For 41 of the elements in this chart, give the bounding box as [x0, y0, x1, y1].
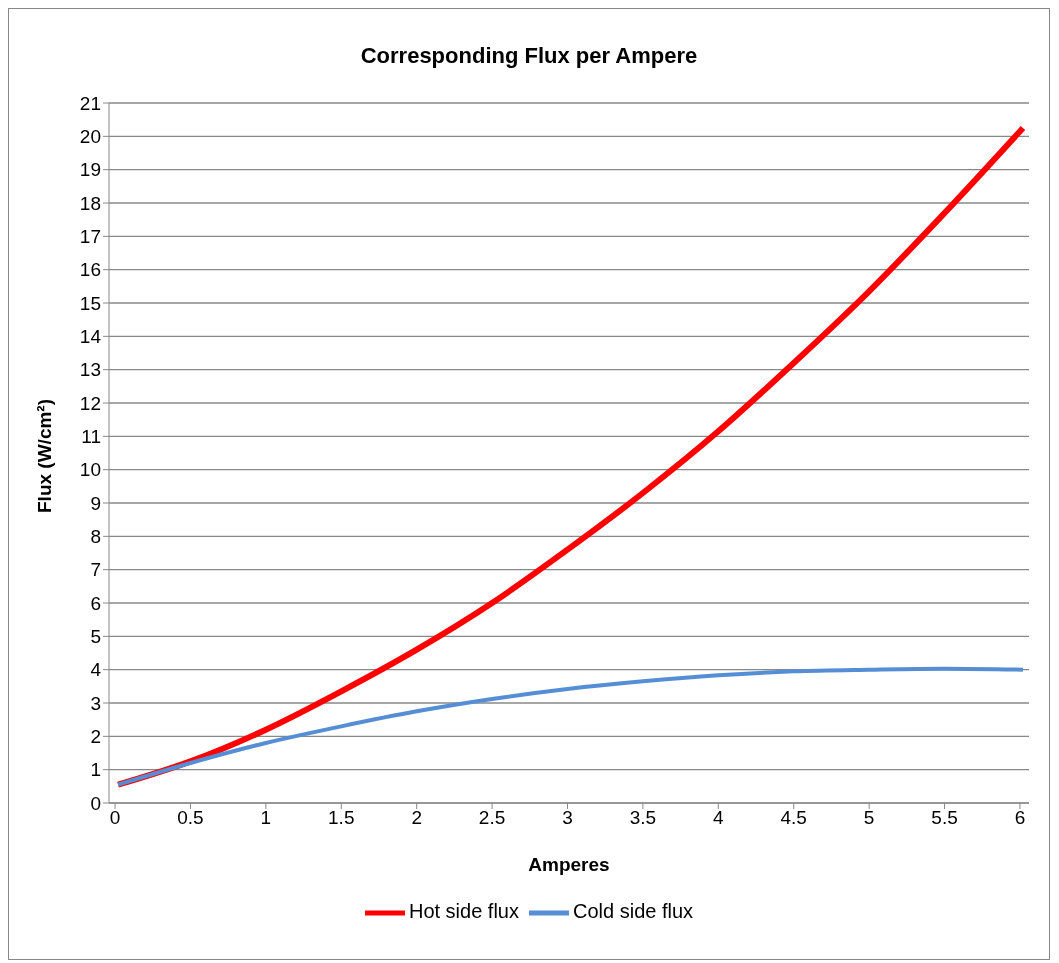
y-tick-label: 5 [90, 626, 101, 648]
y-tick-label: 21 [79, 92, 101, 114]
y-tick-label: 11 [81, 426, 101, 448]
y-tick-label: 4 [90, 659, 102, 681]
x-tick-label: 4 [713, 807, 725, 829]
x-axis-title: Amperes [528, 854, 610, 875]
y-tick-label: 10 [79, 459, 101, 481]
x-tick-label: 1 [260, 807, 272, 829]
legend-label: Cold side flux [573, 900, 694, 923]
y-tick-label: 0 [90, 792, 101, 814]
y-tick-label: 20 [79, 126, 101, 148]
y-axis-title: Flux (W/cm²) [33, 399, 55, 513]
y-tick-label: 16 [79, 259, 101, 281]
y-tick-label: 14 [79, 326, 102, 348]
y-tick-label: 18 [79, 192, 101, 214]
x-tick-label: 2 [411, 807, 422, 829]
chart-title: Corresponding Flux per Ampere [359, 42, 699, 70]
y-tick-label: 2 [90, 726, 101, 748]
y-tick-label: 13 [79, 359, 101, 381]
x-tick-label: 4.5 [780, 807, 807, 829]
y-tick-label: 3 [90, 692, 101, 714]
y-tick-label: 7 [90, 559, 101, 581]
x-tick-label: 6 [1014, 807, 1026, 829]
y-tick-label: 15 [79, 292, 101, 314]
y-tick-label: 17 [79, 226, 101, 248]
x-tick-label: 5 [863, 807, 875, 829]
x-tick-label: 2.5 [478, 807, 506, 829]
y-tick-label: 19 [79, 159, 101, 181]
x-tick-label: 5.5 [931, 807, 958, 829]
y-tick-label: 1 [90, 759, 101, 781]
x-tick-label: 3.5 [629, 807, 657, 829]
legend-label: Hot side flux [408, 900, 519, 923]
y-tick-label: 8 [90, 526, 101, 548]
x-tick-label: 0 [109, 807, 121, 829]
line-series [116, 666, 1025, 787]
y-tick-label: 9 [90, 492, 101, 514]
y-tick-label: 6 [90, 592, 101, 614]
x-tick-label: 0.5 [177, 807, 204, 829]
y-tick-label: 12 [79, 392, 101, 414]
x-tick-label: 1.5 [328, 807, 355, 829]
x-tick-label: 3 [562, 807, 573, 829]
